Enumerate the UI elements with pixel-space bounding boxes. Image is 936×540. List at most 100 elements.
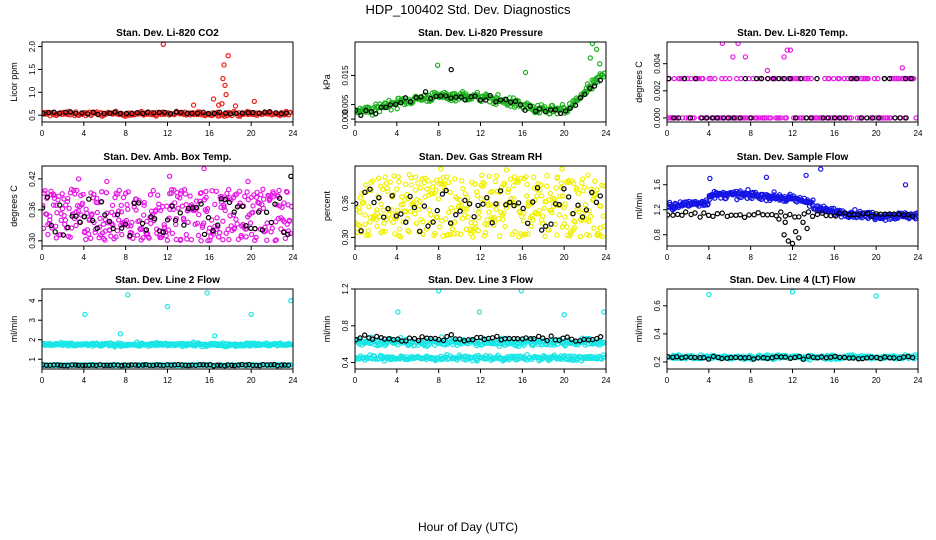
data-point (818, 354, 825, 360)
data-point (238, 232, 244, 239)
data-point (136, 198, 142, 204)
data-point (236, 188, 243, 194)
data-point (587, 85, 593, 92)
data-point (484, 194, 490, 201)
data-point (203, 188, 209, 195)
data-point (222, 207, 228, 214)
data-point (248, 231, 255, 238)
y-tick-label: 3 (28, 317, 37, 322)
data-point (870, 115, 876, 121)
data-point (533, 108, 539, 115)
data-point (589, 189, 595, 196)
data-point (472, 93, 478, 99)
data-point (232, 103, 239, 109)
y-tick-label: 0.000 (653, 107, 662, 128)
data-point (418, 94, 424, 100)
data-point (357, 209, 363, 215)
data-point (177, 210, 183, 216)
data-point (449, 226, 456, 232)
data-point (599, 233, 605, 240)
data-point (182, 191, 189, 197)
data-point (396, 226, 403, 232)
data-point (436, 289, 442, 294)
data-point (83, 236, 89, 243)
data-point (913, 210, 918, 216)
data-point (411, 202, 417, 208)
data-point (273, 110, 279, 116)
data-point (772, 75, 779, 82)
data-point (185, 219, 191, 225)
data-point (211, 110, 218, 117)
data-point (845, 75, 851, 82)
data-point (407, 208, 414, 215)
data-point (683, 354, 689, 360)
data-point (848, 75, 854, 82)
data-point (101, 110, 107, 117)
data-point (728, 212, 734, 218)
data-point (769, 211, 775, 218)
x-tick-label: 8 (436, 129, 441, 138)
data-point (463, 91, 469, 97)
data-point (796, 214, 802, 220)
data-point (119, 231, 125, 238)
data-point (268, 219, 275, 226)
data-point (699, 115, 705, 121)
data-point (556, 212, 563, 218)
data-point (365, 228, 371, 234)
data-point (134, 232, 141, 238)
data-point (738, 75, 744, 82)
data-point (125, 189, 132, 195)
data-point (107, 362, 113, 369)
data-point (476, 309, 483, 315)
data-point (403, 338, 409, 344)
data-point (387, 102, 394, 108)
panel-title: Stan. Dev. Line 2 Flow (115, 275, 220, 286)
data-point (214, 215, 220, 221)
points-layer (42, 166, 293, 244)
data-point (256, 110, 262, 117)
data-point (552, 106, 559, 113)
data-point (457, 231, 464, 237)
data-point (42, 225, 47, 232)
y-tick-label: 1.6 (653, 179, 662, 191)
data-point (572, 219, 578, 225)
data-point (164, 303, 171, 310)
data-point (256, 209, 262, 215)
data-point (168, 362, 174, 368)
data-point (198, 201, 204, 207)
data-point (80, 191, 86, 198)
x-tick-label: 20 (247, 253, 256, 262)
data-point (568, 231, 574, 237)
data-point (402, 95, 409, 101)
data-point (679, 212, 685, 218)
data-point (536, 208, 543, 214)
data-point (503, 167, 510, 173)
data-point (705, 212, 712, 218)
data-point (530, 103, 536, 110)
data-point (118, 225, 125, 231)
data-point (425, 178, 431, 184)
x-tick-label: 16 (518, 129, 527, 138)
data-point (412, 211, 418, 217)
data-point (395, 174, 401, 180)
data-point (147, 220, 154, 227)
data-point (124, 201, 130, 208)
data-point (562, 108, 569, 114)
data-point (383, 104, 389, 111)
data-point (865, 75, 871, 82)
data-point (537, 106, 543, 112)
data-point (792, 228, 799, 235)
data-point (256, 200, 262, 206)
data-point (692, 75, 699, 82)
data-point (790, 75, 796, 82)
data-point (381, 214, 387, 220)
data-point (50, 202, 57, 208)
data-point (541, 205, 547, 211)
data-point (805, 75, 811, 82)
data-point (382, 228, 388, 235)
data-point (177, 190, 184, 197)
data-point (391, 173, 397, 179)
data-point (719, 210, 725, 216)
data-point (160, 229, 167, 235)
data-point (82, 311, 88, 318)
